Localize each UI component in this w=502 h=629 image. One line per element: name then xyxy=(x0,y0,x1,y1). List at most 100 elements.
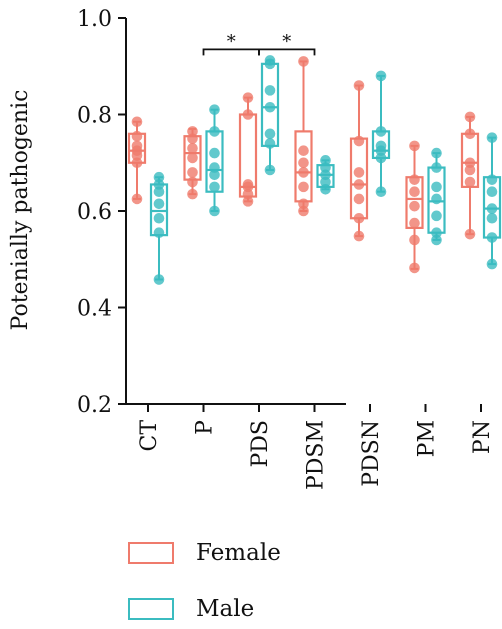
data-point xyxy=(187,142,198,154)
data-point xyxy=(131,140,143,152)
data-point xyxy=(409,262,420,274)
x-tick-label: PM xyxy=(415,420,440,457)
legend-label-male: Male xyxy=(196,596,255,622)
y-tick-label: 0.2 xyxy=(77,393,112,418)
x-tick-label: P xyxy=(193,420,218,435)
x-tick-label: PN xyxy=(470,420,495,454)
box-male-pds xyxy=(260,55,280,176)
significance-brackets: * * xyxy=(202,31,316,56)
legend-swatch-male xyxy=(128,598,174,620)
data-point xyxy=(431,227,442,239)
data-point xyxy=(209,181,220,193)
box-male-ct xyxy=(149,171,169,285)
data-point xyxy=(298,56,309,67)
data-point xyxy=(409,234,420,246)
legend-item-male: Male xyxy=(128,596,254,622)
data-point xyxy=(264,138,276,149)
data-point xyxy=(209,126,220,137)
x-tick-label: PDSN xyxy=(359,420,384,487)
data-point xyxy=(298,181,309,193)
data-point xyxy=(353,230,365,242)
y-tick-label: 0.6 xyxy=(77,200,112,225)
data-point xyxy=(131,130,143,142)
data-point xyxy=(298,198,309,210)
significance-bracket: * xyxy=(202,31,260,56)
data-point xyxy=(431,162,442,173)
box-male-pn xyxy=(482,132,502,270)
box-female-pdsm xyxy=(294,56,313,217)
series-male xyxy=(149,55,502,285)
data-point xyxy=(187,152,198,164)
series-female xyxy=(127,56,480,274)
box-female-pdsn xyxy=(349,80,369,242)
data-point xyxy=(353,179,365,190)
data-point xyxy=(486,203,498,214)
data-point xyxy=(464,228,476,240)
box-male-pdsm xyxy=(316,155,335,195)
data-point xyxy=(353,212,365,224)
data-point xyxy=(431,181,442,193)
legend-swatch-female xyxy=(128,542,174,564)
data-point xyxy=(431,147,442,159)
box-series xyxy=(127,55,502,285)
data-point xyxy=(486,212,498,224)
data-point xyxy=(464,157,476,169)
legend-item-female: Female xyxy=(128,540,281,566)
data-point xyxy=(409,174,420,185)
data-point xyxy=(353,193,365,205)
data-point xyxy=(264,55,276,66)
data-point xyxy=(486,232,498,243)
data-point xyxy=(409,140,420,152)
data-point xyxy=(486,258,498,270)
box-male-pm xyxy=(427,147,446,246)
legend-label-female: Female xyxy=(196,540,281,566)
box-iqr xyxy=(349,137,369,220)
data-point xyxy=(153,171,165,183)
data-point xyxy=(375,70,387,82)
y-tick-label: 0.8 xyxy=(77,104,112,129)
significance-bracket: * xyxy=(258,31,316,56)
bracket-line xyxy=(258,48,316,56)
data-point xyxy=(264,128,276,140)
y-tick-label: 1.0 xyxy=(77,7,112,32)
data-point xyxy=(464,176,476,188)
x-tick-label: CT xyxy=(137,420,162,452)
data-point xyxy=(264,85,276,96)
data-point xyxy=(153,274,165,285)
data-point xyxy=(153,198,165,210)
significance-label: * xyxy=(282,31,291,52)
data-point xyxy=(209,162,220,173)
significance-label: * xyxy=(227,31,236,52)
data-point xyxy=(464,111,476,123)
box-female-p xyxy=(183,126,202,200)
data-point xyxy=(298,157,309,169)
data-point xyxy=(209,104,220,115)
data-point xyxy=(320,155,331,166)
y-tick-label: 0.4 xyxy=(77,297,112,322)
data-point xyxy=(375,186,387,197)
box-male-pdsn xyxy=(371,70,391,197)
box-female-pn xyxy=(460,111,480,240)
data-point xyxy=(353,135,365,147)
data-point xyxy=(187,126,198,137)
data-point xyxy=(264,164,276,176)
box-female-pds xyxy=(238,92,258,207)
data-point xyxy=(242,92,254,103)
box-female-pm xyxy=(405,140,424,274)
data-point xyxy=(209,205,220,217)
x-tick-label: PDS xyxy=(248,420,273,468)
data-point xyxy=(242,179,254,190)
data-point xyxy=(187,167,198,178)
data-point xyxy=(264,101,276,113)
data-point xyxy=(209,147,220,159)
data-point xyxy=(353,80,365,91)
data-point xyxy=(353,167,365,178)
box-male-p xyxy=(205,104,224,217)
data-point xyxy=(187,188,198,200)
y-axis-label: Potenially pathogenic xyxy=(8,90,33,331)
data-point xyxy=(298,167,309,178)
box-female-ct xyxy=(127,116,147,205)
data-point xyxy=(486,186,498,197)
data-point xyxy=(131,116,143,128)
